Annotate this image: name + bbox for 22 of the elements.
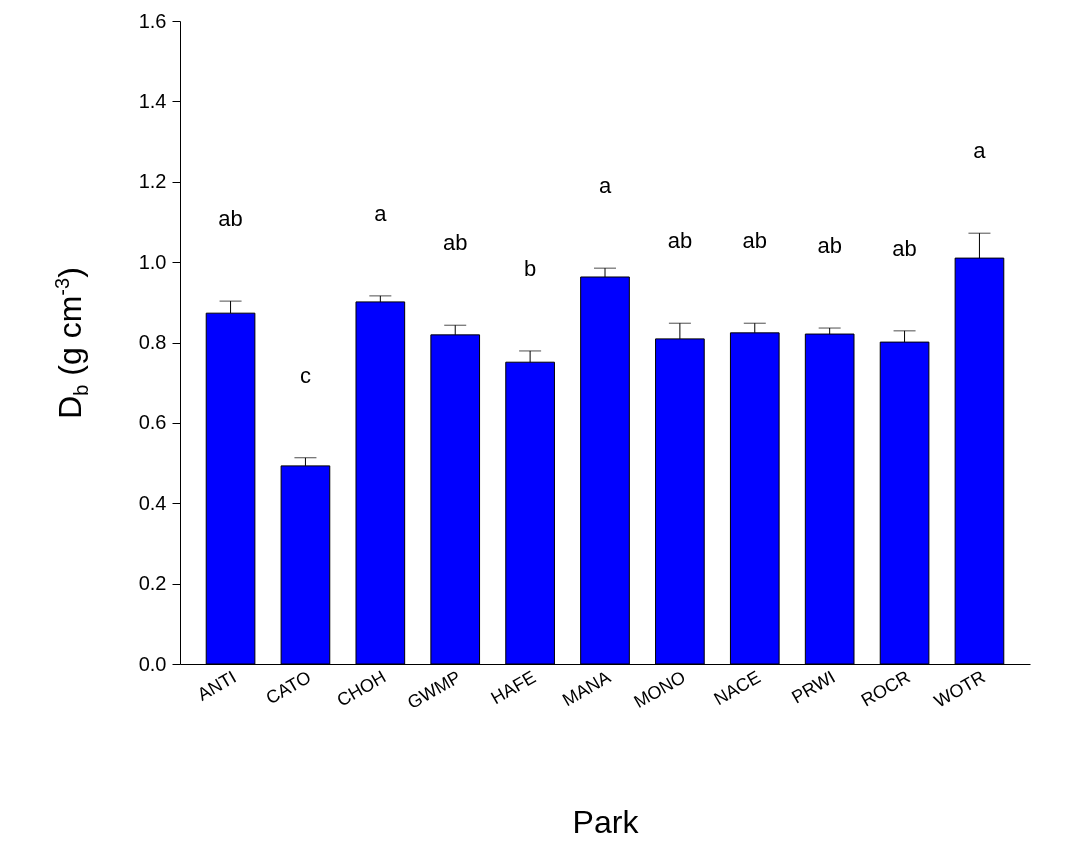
annotation: a: [973, 138, 987, 164]
y-tick-label: 1.4: [138, 89, 167, 112]
annotation: a: [374, 200, 388, 226]
annotation: a: [598, 173, 612, 199]
annotation: ab: [817, 233, 842, 259]
x-axis-title: Park: [572, 804, 640, 841]
y-tick-label: 0.8: [138, 331, 167, 353]
annotation: b: [523, 255, 537, 281]
annotation: ab: [667, 228, 693, 254]
y-tick-label: 0.0: [138, 652, 167, 675]
x-tick-label: ANTI: [194, 666, 240, 705]
annotation: ab: [892, 235, 917, 261]
y-tick-label: 1.0: [138, 250, 167, 273]
y-tick-label: 0.4: [138, 491, 167, 514]
y-tick-label: 0.6: [138, 411, 167, 434]
y-tick-label: 0.2: [138, 572, 167, 595]
annotation: ab: [442, 230, 468, 256]
annotation: c: [299, 362, 311, 388]
annotation: ab: [742, 228, 768, 254]
y-tick-label: 1.6: [138, 9, 167, 32]
annotation: ab: [218, 206, 243, 232]
y-tick-label: 1.2: [138, 170, 167, 193]
